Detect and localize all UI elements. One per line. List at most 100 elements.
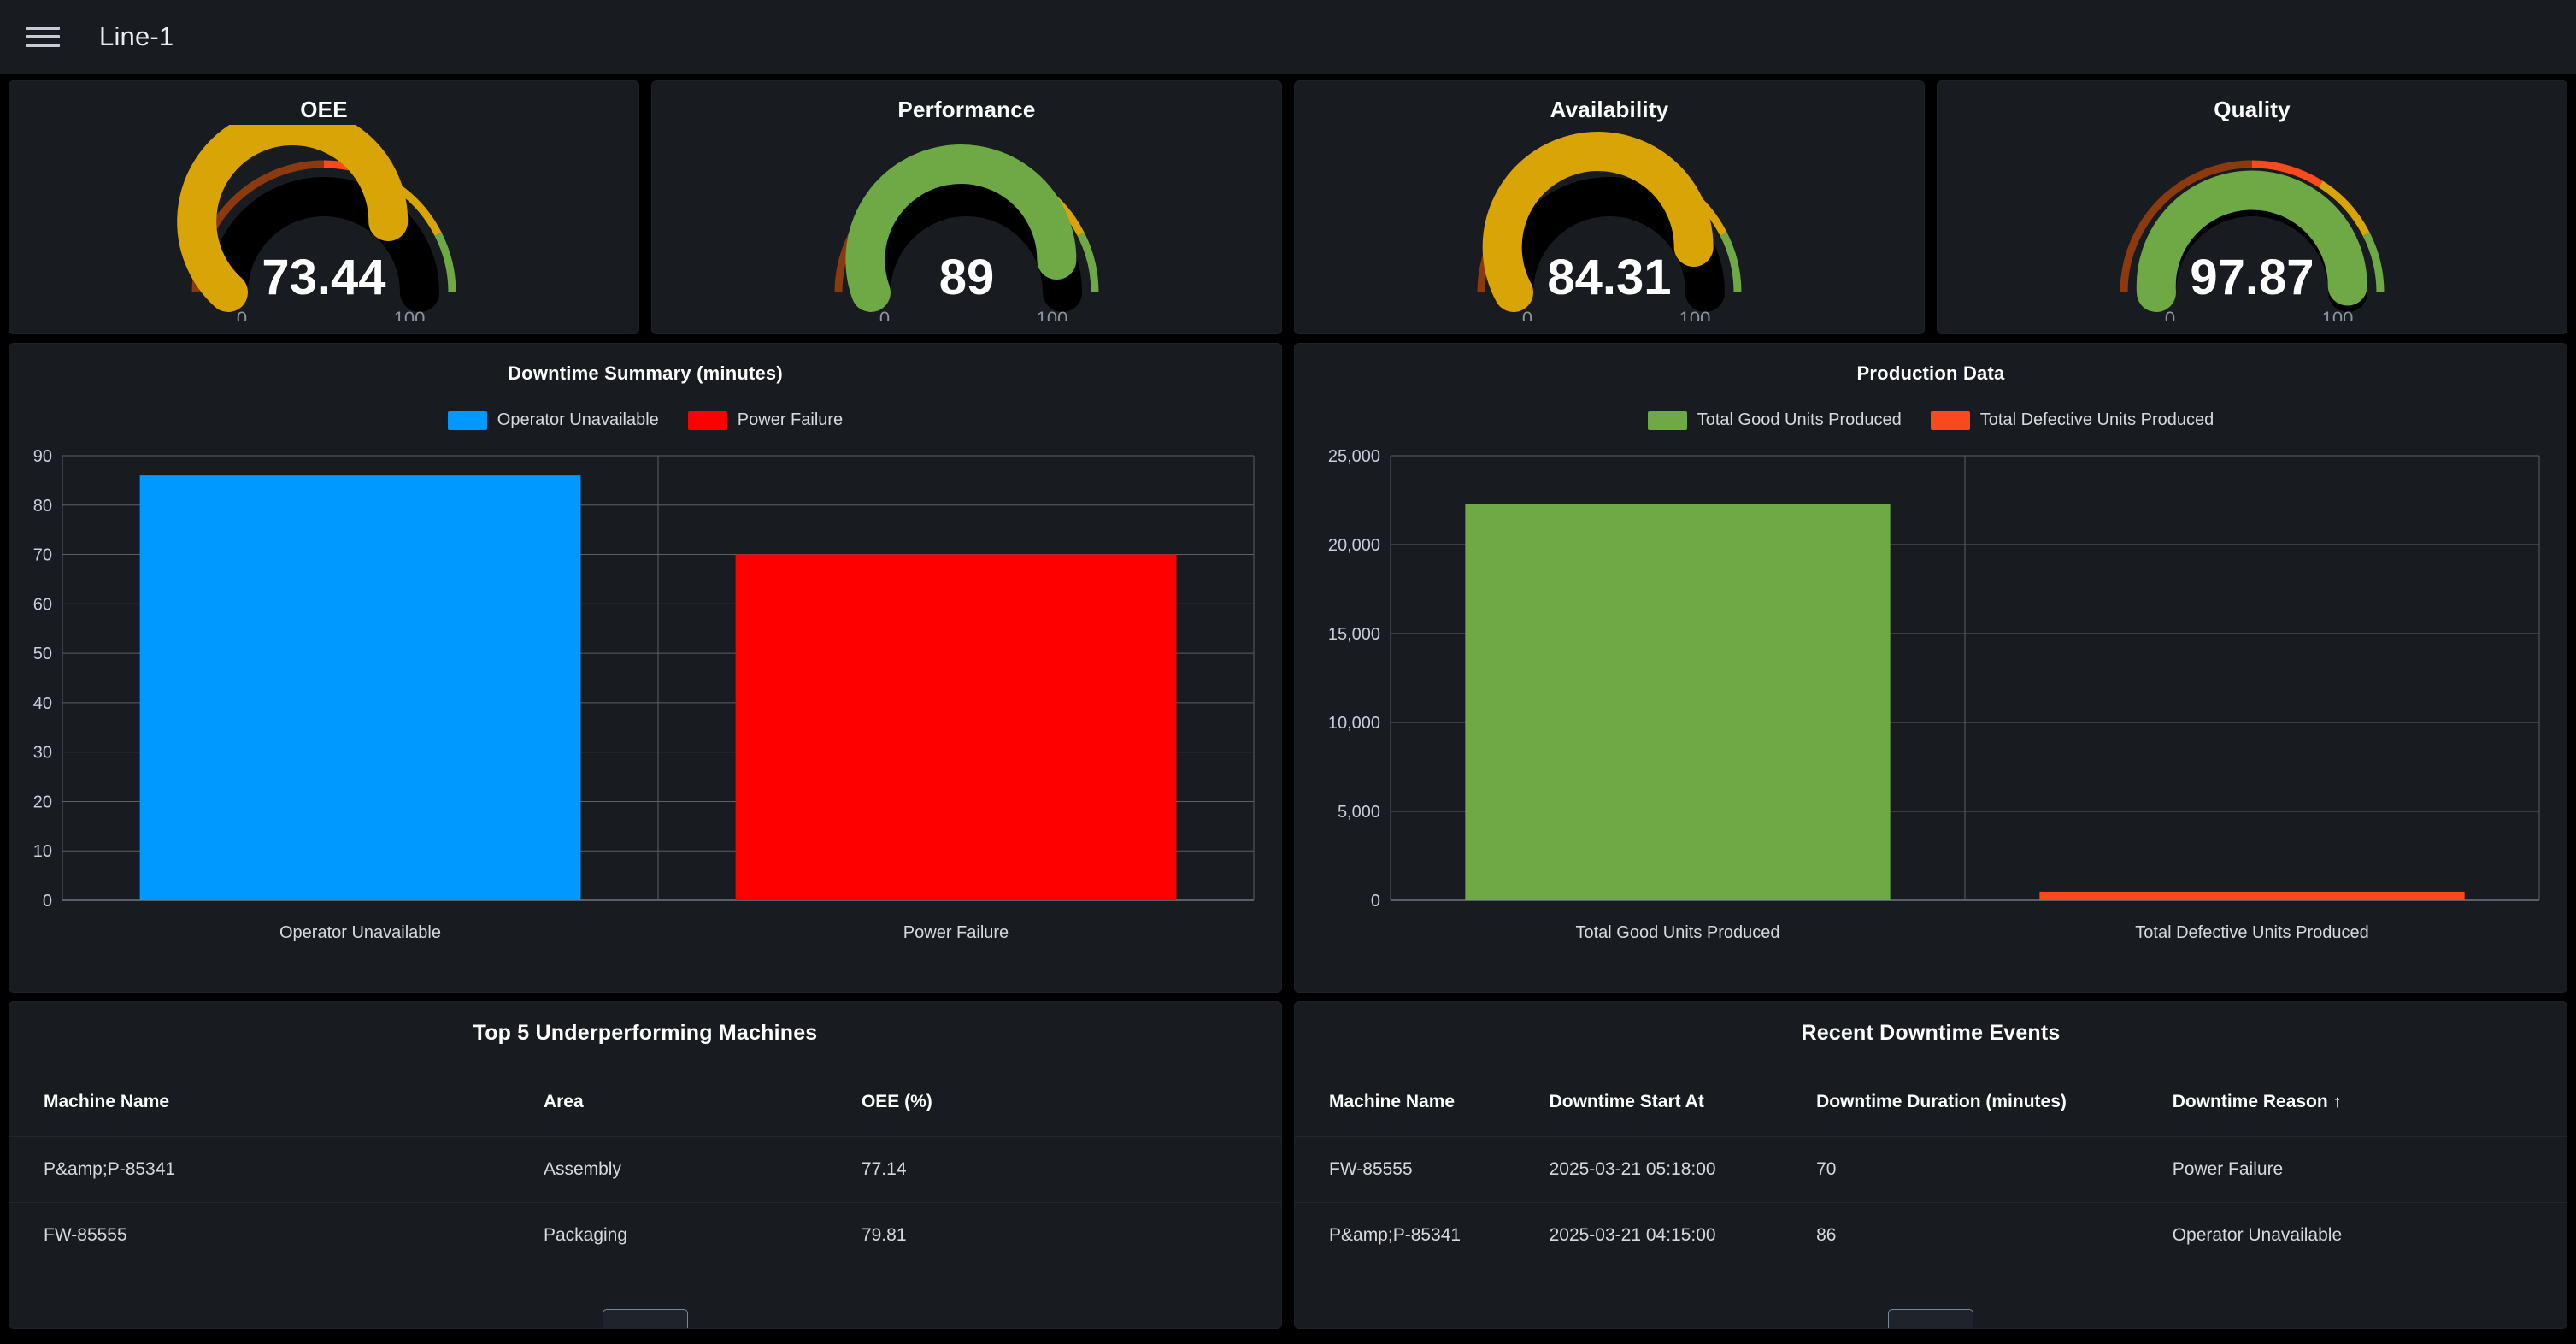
column-header-oee[interactable]: OEE (%) [861,1092,932,1111]
svg-text:80: 80 [33,497,52,516]
svg-text:84.31: 84.31 [1547,250,1671,305]
gauge-title: Quality [2214,97,2291,122]
svg-text:40: 40 [33,694,52,713]
legend-label: Total Good Units Produced [1697,410,1902,429]
svg-text:90: 90 [33,447,52,466]
cell-area: Assembly [543,1136,862,1203]
legend-swatch-icon [687,410,727,430]
table-title: Top 5 Underperforming Machines [473,1021,818,1045]
svg-text:20,000: 20,000 [1328,536,1380,555]
column-header-downtime-reason[interactable]: Downtime Reason ↑ [2173,1080,2567,1137]
svg-text:10,000: 10,000 [1328,714,1380,733]
svg-text:73.44: 73.44 [262,250,385,305]
table-row[interactable]: P&amp;P-85341 2025-03-21 04:15:00 86 Ope… [1295,1202,2567,1268]
svg-text:Operator Unavailable: Operator Unavailable [279,923,441,942]
cell-downtime-reason: Operator Unavailable [2172,1202,2567,1268]
legend-swatch-icon [1647,410,1687,430]
column-header-machine-name[interactable]: Machine Name [1329,1092,1456,1111]
cell-area: Packaging [543,1202,862,1268]
table-title: Recent Downtime Events [1801,1021,2061,1045]
legend-item[interactable]: Total Defective Units Produced [1930,410,2214,430]
svg-text:Power Failure: Power Failure [903,923,1009,942]
cell-downtime-reason: Power Failure [2172,1136,2567,1203]
chart-row: Downtime Summary (minutes) Operator Unav… [9,343,2567,993]
page-title: Line-1 [99,21,174,51]
chart-title: Production Data [1856,363,2005,384]
svg-text:89: 89 [939,250,995,305]
gauge-title: Performance [897,97,1036,122]
column-header-label: Downtime Reason [2172,1092,2328,1111]
legend-swatch-icon [447,410,487,430]
cell-machine-name: FW-85555 [1295,1136,1550,1203]
downtime-plot: 0 10 20 30 40 50 60 70 80 90 Operator Unavailable P… [9,444,1281,974]
panel-gauge-availability[interactable]: Availability 84.31 0 100 [1294,80,1925,334]
gauge-performance: 89 0 100 [652,125,1281,321]
table-row[interactable]: FW-85555 2025-03-21 05:18:00 70 Power Fa… [1295,1136,2567,1203]
gauge-oee: 73.44 0 100 [9,125,638,321]
legend-item[interactable]: Total Good Units Produced [1647,410,1902,430]
chart-title: Downtime Summary (minutes) [508,363,783,384]
app-header: Line-1 [0,0,2576,74]
panel-gauge-oee[interactable]: OEE 73.44 0 100 [9,80,639,334]
pagination-control[interactable] [603,1309,688,1328]
column-header-machine-name[interactable]: Machine Name [44,1092,170,1111]
svg-text:50: 50 [33,645,52,663]
panel-top-machines[interactable]: Top 5 Underperforming Machines Machine N… [9,1001,1282,1329]
svg-text:5,000: 5,000 [1338,803,1380,822]
downtime-events-table: Machine Name Downtime Start At Downtime … [1295,1080,2567,1268]
table-header-row: Machine Name Downtime Start At Downtime … [1295,1080,2567,1137]
column-header-downtime-start[interactable]: Downtime Start At [1549,1092,1704,1111]
column-header-downtime-duration[interactable]: Downtime Duration (minutes) [1816,1092,2067,1111]
legend-item[interactable]: Operator Unavailable [447,410,659,430]
cell-downtime-duration: 86 [1816,1202,2173,1268]
legend-label: Power Failure [737,410,844,429]
svg-text:30: 30 [33,744,52,763]
table-row[interactable]: FW-85555 Packaging 79.81 [9,1202,1281,1268]
legend-label: Operator Unavailable [497,410,659,429]
svg-text:70: 70 [33,546,52,565]
cell-machine-name: P&amp;P-85341 [9,1136,544,1203]
panel-downtime-summary[interactable]: Downtime Summary (minutes) Operator Unav… [9,343,1282,993]
svg-text:Total Good Units Produced: Total Good Units Produced [1575,923,1779,942]
cell-downtime-start: 2025-03-21 04:15:00 [1549,1202,1817,1268]
table-row[interactable]: P&amp;P-85341 Assembly 77.14 [9,1136,1281,1203]
panel-production-data[interactable]: Production Data Total Good Units Produce… [1294,343,2567,993]
gauge-row: OEE 73.44 0 100 Performance 89 0 100 Availab… [9,80,2567,334]
svg-text:0: 0 [1371,892,1380,911]
dashboard-grid: OEE 73.44 0 100 Performance 89 0 100 Availab… [0,74,2576,1329]
chart-legend: Operator Unavailable Power Failure [9,410,1281,430]
legend-item[interactable]: Power Failure [687,410,844,430]
svg-text:0: 0 [879,308,890,321]
svg-text:0: 0 [43,892,52,911]
panel-gauge-quality[interactable]: Quality 97.87 0 100 [1937,80,2567,334]
svg-text:0: 0 [237,308,247,321]
table-row: Top 5 Underperforming Machines Machine N… [9,1001,2567,1329]
machines-table: Machine Name Area OEE (%) P&amp;P-85341 … [9,1080,1281,1268]
panel-recent-downtime[interactable]: Recent Downtime Events Machine Name Down… [1294,1001,2567,1329]
svg-text:0: 0 [2165,308,2175,321]
svg-text:25,000: 25,000 [1328,447,1380,466]
cell-downtime-start: 2025-03-21 05:18:00 [1549,1136,1817,1203]
sort-ascending-icon: ↑ [2332,1093,2342,1111]
gauge-quality: 97.87 0 100 [1938,125,2567,321]
cell-oee: 79.81 [861,1202,1281,1268]
cell-downtime-duration: 70 [1816,1136,2173,1203]
legend-swatch-icon [1930,410,1970,430]
hamburger-menu-icon[interactable] [26,24,60,50]
svg-text:Total Defective Units Produced: Total Defective Units Produced [2135,923,2368,942]
pagination-control[interactable] [1888,1309,1973,1328]
svg-text:100: 100 [2322,308,2354,321]
gauge-title: OEE [300,97,348,122]
panel-gauge-performance[interactable]: Performance 89 0 100 [651,80,1282,334]
table-header-row: Machine Name Area OEE (%) [9,1080,1281,1137]
cell-machine-name: P&amp;P-85341 [1295,1202,1550,1268]
svg-text:100: 100 [394,308,426,321]
cell-oee: 77.14 [861,1136,1281,1203]
svg-text:97.87: 97.87 [2190,250,2314,305]
column-header-area[interactable]: Area [543,1092,584,1111]
svg-text:15,000: 15,000 [1328,625,1380,644]
gauge-title: Availability [1550,97,1669,122]
cell-machine-name: FW-85555 [9,1202,544,1268]
svg-text:20: 20 [33,793,52,811]
chart-legend: Total Good Units Produced Total Defectiv… [1295,410,2567,430]
